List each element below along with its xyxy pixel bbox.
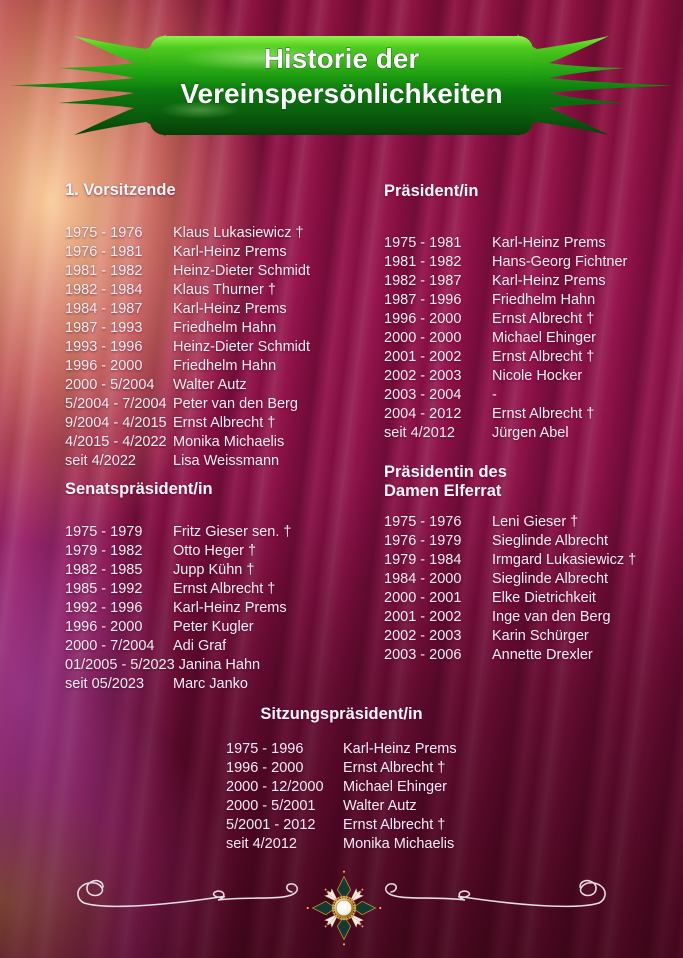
svg-text:Vereinspersönlichkeiten: Vereinspersönlichkeiten (180, 78, 502, 109)
svg-text:Historie der: Historie der (264, 43, 420, 74)
